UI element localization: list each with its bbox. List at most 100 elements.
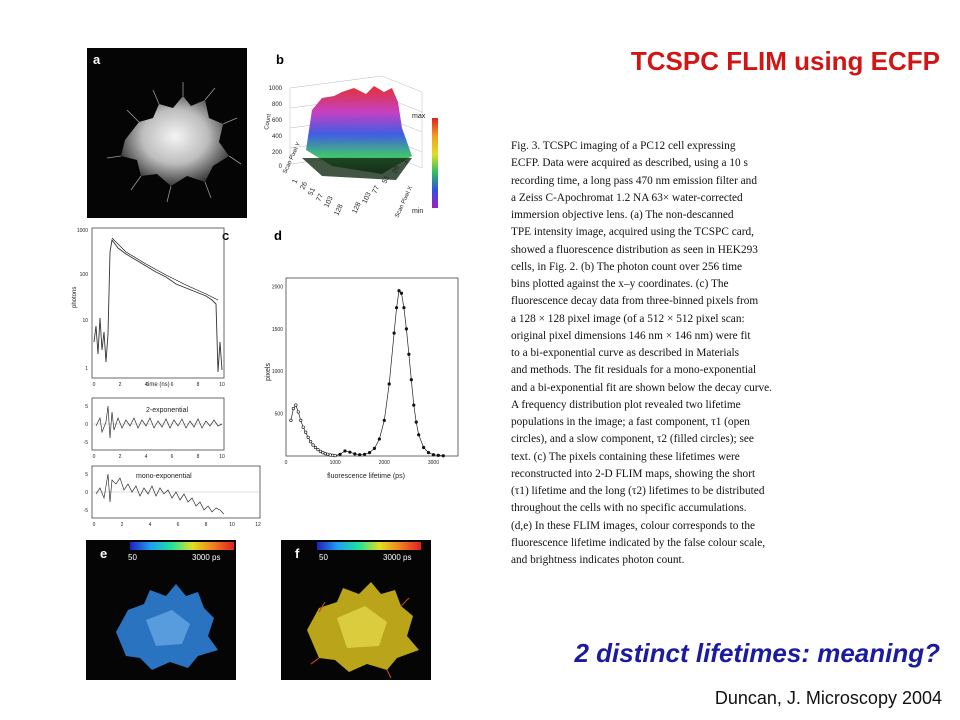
res-x-tick: 0	[93, 522, 96, 528]
res-x-tick: 6	[171, 454, 174, 460]
false-colour-scale-bar	[130, 542, 234, 550]
data-point-open	[294, 403, 298, 407]
colorbar-min-label: min	[412, 208, 423, 215]
res-x-tick: 0	[93, 454, 96, 460]
data-point-filled	[404, 327, 408, 331]
data-point-open	[308, 439, 313, 444]
scale-min-label: 50	[319, 553, 328, 562]
c-y-tick: 100	[80, 272, 89, 278]
data-point-filled	[402, 306, 406, 310]
d-y-tick: 2000	[272, 284, 283, 290]
d-x-tick: 0	[285, 460, 288, 466]
caption-line: populations in the image; a fast compone…	[511, 416, 750, 428]
data-point-filled	[436, 453, 440, 457]
x-tick: 77	[371, 185, 381, 195]
z-tick: 600	[272, 118, 283, 124]
caption-line: A frequency distribution plot revealed t…	[511, 398, 741, 411]
x-tick: 128	[351, 201, 362, 215]
panel-label-b: b	[276, 52, 284, 67]
cell-intensity-shape	[106, 82, 242, 203]
data-point-filled	[387, 382, 391, 386]
data-point-filled	[426, 451, 431, 455]
y-tick: 128	[333, 203, 344, 217]
c-x-tick: 0	[93, 382, 96, 388]
plot-frame	[285, 277, 459, 457]
citation-credit: Duncan, J. Microscopy 2004	[714, 688, 942, 708]
res-x-tick: 4	[145, 454, 148, 460]
res-tick: 5	[85, 472, 88, 478]
decay-data-curve	[93, 238, 223, 373]
y-tick: 26	[299, 181, 309, 191]
scale-max-label: 3000 ps	[192, 553, 221, 562]
caption-line: to a bi-exponential curve as described i…	[511, 347, 740, 359]
caption-line: and a bi-exponential fit are shown below…	[511, 381, 772, 394]
decay-plot: 1000 100 10 1 0 2 4 6 8 10 time (ns) pho…	[72, 227, 225, 388]
data-point-filled	[363, 452, 367, 456]
panel-label-a: a	[93, 52, 101, 67]
res-tick: -5	[84, 440, 89, 446]
data-point-filled	[412, 403, 416, 407]
c-x-tick: 4	[145, 382, 148, 388]
data-point-filled	[348, 450, 352, 454]
z-tick: 200	[272, 150, 283, 156]
d-y-tick: 1500	[272, 327, 283, 333]
res-x-tick: 2	[119, 454, 122, 460]
res-x-tick: 8	[205, 522, 208, 528]
data-point-open	[299, 418, 303, 422]
panel-label-f: f	[295, 546, 300, 561]
data-point-filled	[338, 452, 342, 456]
c-x-tick: 8	[197, 382, 200, 388]
caption-line: fluorescence lifetime indicated by the f…	[511, 536, 766, 549]
residuals-mono: mono-exponential 5 0 -5 0 2 4 6 8 10 12	[84, 465, 261, 528]
panel-f-flim-map: f 50 3000 ps	[281, 540, 431, 680]
caption-line: TPE intensity image, acquired using the …	[511, 226, 754, 239]
c-y-tick: 1000	[77, 228, 88, 234]
d-x-tick: 2000	[379, 460, 390, 466]
caption-line: showed a fluorescence distribution as se…	[511, 243, 758, 256]
caption-line: (d,e) In these FLIM images, colour corre…	[511, 519, 756, 532]
caption-line: a Zeiss C-Apochromat 1.2 NA 63× water-co…	[511, 191, 743, 204]
caption-line: immersion objective lens. (a) The non-de…	[511, 209, 734, 221]
figure-caption: Fig. 3. TCSPC imaging of a PC12 cell exp…	[511, 138, 821, 569]
y-tick: 51	[307, 187, 317, 197]
z-tick: 400	[272, 134, 283, 140]
false-colour-scale-bar	[317, 542, 421, 550]
decay-fit-curve	[111, 237, 219, 301]
panel-label-c: c	[222, 228, 230, 243]
data-point-open	[296, 410, 300, 414]
caption-line: recording time, a long pass 470 nm emiss…	[511, 174, 757, 187]
caption-line: bins plotted against the x–y coordinates…	[511, 278, 729, 290]
x-tick: 26	[391, 165, 401, 175]
surface-shape	[306, 86, 412, 174]
data-point-filled	[394, 306, 399, 310]
d-y-label: pixels	[265, 363, 272, 381]
data-point-open	[311, 443, 315, 447]
data-point-filled	[414, 420, 418, 424]
panel-b-3d-plot: b	[262, 48, 442, 220]
data-point-filled	[382, 418, 386, 422]
d-x-tick: 1000	[330, 460, 341, 466]
res-x-tick: 6	[177, 522, 180, 528]
panel-e-flim-map: e 50 3000 ps	[86, 540, 236, 680]
d-y-tick: 1000	[272, 369, 283, 375]
caption-line: text. (c) The pixels containing these li…	[511, 450, 740, 463]
d-x-tick: 3000	[428, 460, 439, 466]
data-point-filled	[372, 446, 377, 450]
c-x-label: time (ns)	[146, 382, 169, 388]
c-x-tick: 2	[119, 382, 122, 388]
data-point-open	[333, 453, 337, 458]
panel-label-d: d	[274, 228, 282, 243]
res-x-tick: 10	[219, 454, 225, 460]
residuals-2exp: 2-exponential 5 0 -5 0 2 4 6 8 10	[84, 397, 225, 460]
panel-label-e: e	[100, 546, 108, 561]
data-point-filled	[422, 445, 426, 450]
data-point-open	[316, 448, 320, 452]
series-line	[290, 289, 444, 457]
data-point-open	[318, 449, 323, 453]
scale-max-label: 3000 ps	[383, 553, 412, 562]
colorbar	[432, 118, 438, 208]
colorbar-max-label: max	[412, 113, 426, 120]
data-point-filled	[377, 437, 381, 441]
caption-line: cells, in Fig. 2. (b) The photon count o…	[511, 260, 743, 273]
data-point-filled	[441, 454, 445, 458]
